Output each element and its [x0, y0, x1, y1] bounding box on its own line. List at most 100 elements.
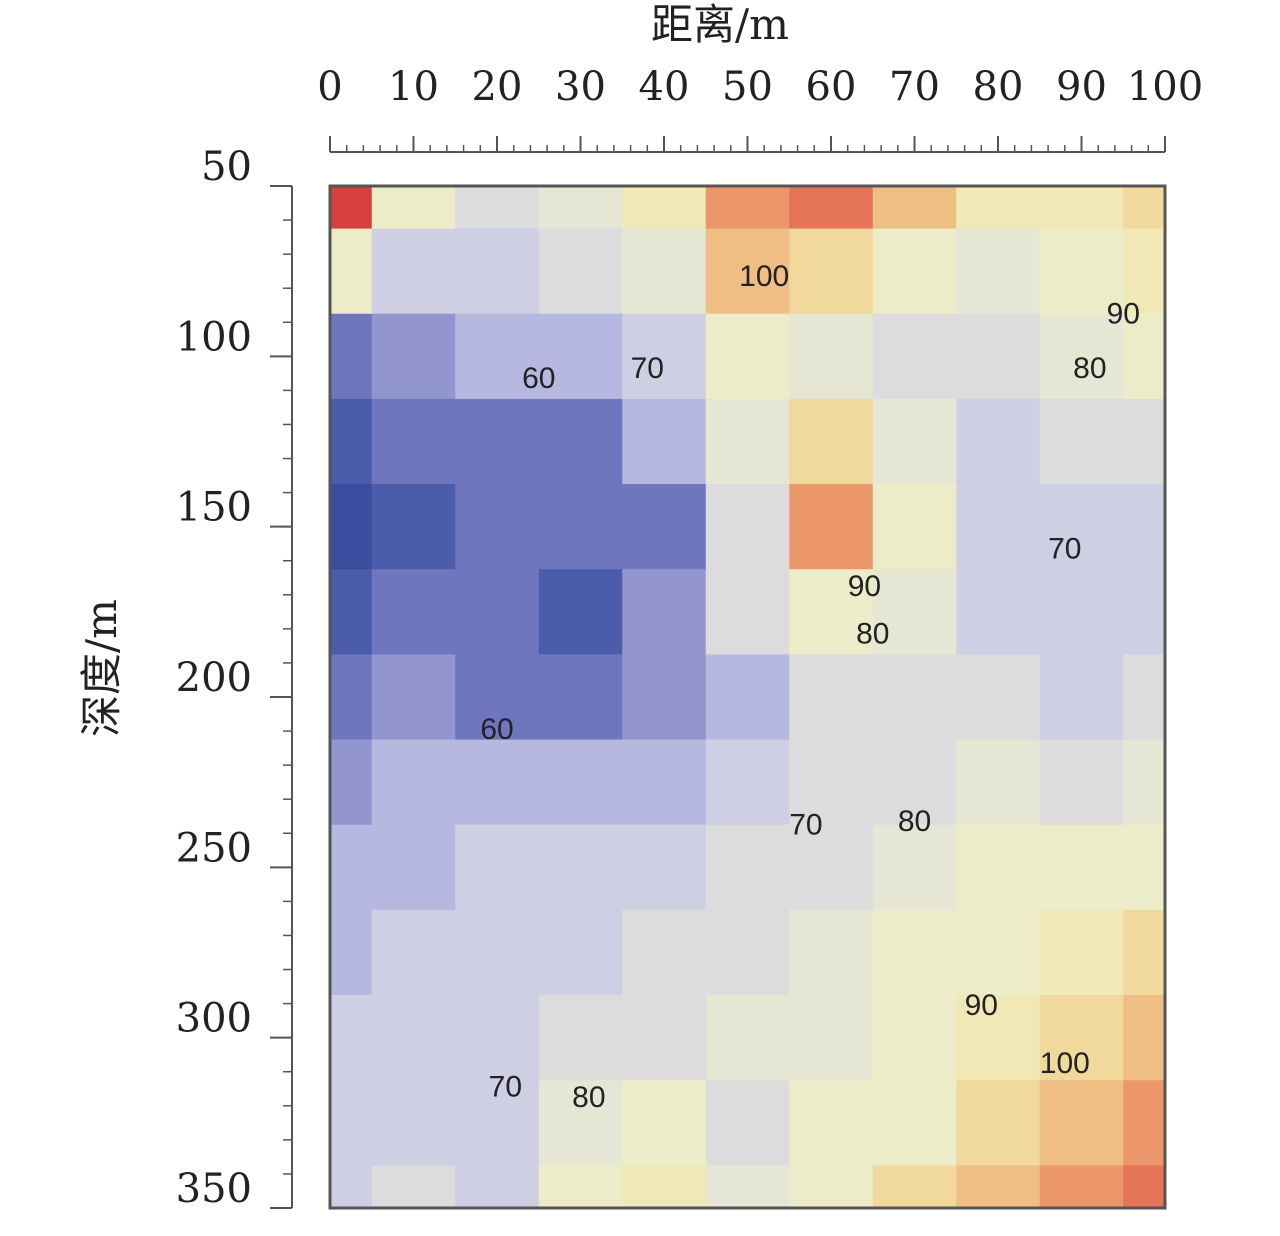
field-cell — [789, 186, 874, 230]
field-cell — [956, 484, 1041, 570]
field-cell — [872, 569, 957, 655]
x-axis-title: 距离/m — [651, 0, 789, 49]
field-cell — [455, 1165, 540, 1208]
field-cell — [538, 1165, 623, 1208]
field-cell — [1039, 569, 1124, 655]
x-tick-label: 30 — [555, 64, 606, 110]
field-cell — [1039, 186, 1124, 230]
field-cell — [1123, 739, 1165, 826]
field-cell — [455, 995, 540, 1081]
field-cell — [538, 1080, 623, 1166]
field-cell — [1123, 398, 1165, 485]
contour-label: 90 — [848, 570, 881, 603]
field-cell — [789, 739, 874, 826]
contour-label: 80 — [572, 1081, 605, 1114]
field-cell — [330, 654, 373, 741]
x-tick-label: 20 — [472, 64, 523, 110]
field-cell — [956, 569, 1041, 655]
field-cell — [705, 654, 790, 741]
field-cell — [371, 484, 456, 570]
field-cell — [705, 909, 790, 996]
field-cell — [789, 398, 874, 485]
field-cell — [455, 186, 540, 230]
y-tick-label: 350 — [176, 1166, 252, 1212]
field-cell — [872, 398, 957, 485]
field-cell — [622, 484, 707, 570]
field-cell — [872, 228, 957, 315]
field-cell — [789, 228, 874, 315]
field-cell — [330, 484, 373, 570]
contour-label: 60 — [522, 362, 555, 395]
field-cell — [371, 824, 456, 911]
field-cell — [455, 909, 540, 996]
field-cell — [538, 398, 623, 485]
field-cell — [538, 569, 623, 655]
field-cell — [789, 995, 874, 1081]
contour-field — [330, 186, 1165, 1208]
field-cell — [789, 1165, 874, 1208]
field-cell — [872, 1165, 957, 1208]
field-cell — [1039, 909, 1124, 996]
field-cell — [330, 228, 373, 315]
field-cell — [330, 739, 373, 826]
field-cell — [622, 1080, 707, 1166]
x-tick-label: 10 — [388, 64, 439, 110]
field-cell — [622, 1165, 707, 1208]
field-cell — [538, 228, 623, 315]
field-cell — [1039, 484, 1124, 570]
field-cell — [1039, 1080, 1124, 1166]
contour-label: 70 — [789, 808, 822, 841]
field-cell — [538, 739, 623, 826]
field-cell — [330, 186, 373, 230]
contour-label: 70 — [1048, 532, 1081, 565]
field-cell — [956, 995, 1041, 1081]
field-cell — [538, 909, 623, 996]
plot-frame — [328, 184, 1167, 1210]
field-cell — [622, 398, 707, 485]
field-cell — [622, 569, 707, 655]
field-cell — [789, 654, 874, 741]
field-cell — [1039, 398, 1124, 485]
field-cell — [371, 654, 456, 741]
field-cell — [1039, 228, 1124, 315]
y-tick-label: 100 — [176, 314, 252, 360]
field-cell — [956, 1165, 1041, 1208]
contour-label: 90 — [965, 989, 998, 1022]
field-cell — [330, 569, 373, 655]
field-cell — [371, 909, 456, 996]
x-tick-label: 80 — [973, 64, 1024, 110]
field-cell — [1039, 995, 1124, 1081]
contour-label: 60 — [480, 713, 513, 746]
field-cell — [1123, 313, 1165, 400]
field-cell — [538, 186, 623, 230]
field-cell — [956, 739, 1041, 826]
field-cell — [705, 228, 790, 315]
y-tick-label: 150 — [176, 485, 252, 531]
field-cell — [455, 654, 540, 741]
field-cell — [330, 1080, 373, 1166]
field-cell — [705, 824, 790, 911]
field-cell — [622, 654, 707, 741]
field-cell — [455, 1080, 540, 1166]
field-cell — [872, 995, 957, 1081]
field-cell — [956, 313, 1041, 400]
field-cell — [956, 909, 1041, 996]
field-cell — [622, 739, 707, 826]
x-tick-label: 90 — [1056, 64, 1107, 110]
contour-label: 70 — [631, 352, 664, 385]
field-cell — [956, 654, 1041, 741]
field-cell — [538, 654, 623, 741]
field-cell — [872, 909, 957, 996]
y-axis-title: 深度/m — [77, 599, 126, 737]
field-cell — [956, 398, 1041, 485]
field-cell — [455, 484, 540, 570]
field-cell — [1123, 186, 1165, 230]
field-cell — [622, 824, 707, 911]
field-cell — [371, 569, 456, 655]
y-tick-label: 300 — [176, 996, 252, 1042]
x-tick-label: 40 — [639, 64, 690, 110]
field-cell — [371, 739, 456, 826]
field-cell — [622, 909, 707, 996]
field-cell — [330, 398, 373, 485]
